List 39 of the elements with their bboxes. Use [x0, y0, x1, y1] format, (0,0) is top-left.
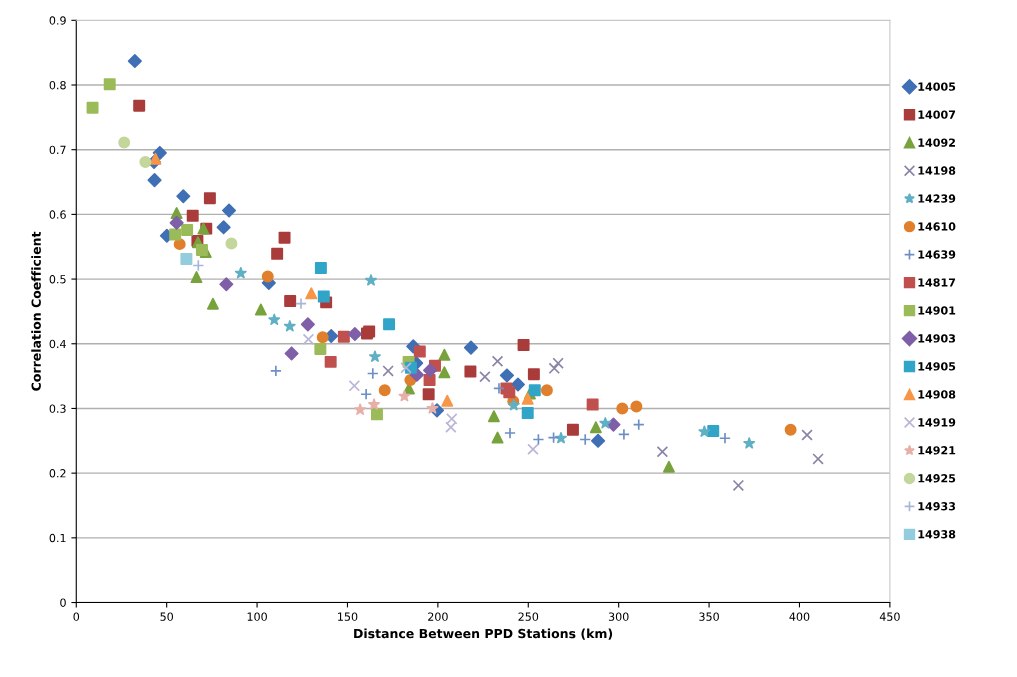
- legend-label: 14639: [918, 250, 956, 259]
- y-tick-label: 0.9: [49, 16, 66, 25]
- y-axis-title: Correlation Coefficient: [31, 231, 41, 391]
- legend-label: 14817: [918, 278, 956, 287]
- x-tick-label: 0: [73, 612, 80, 621]
- legend-label: 14925: [918, 474, 956, 483]
- y-tick-label: 0.8: [49, 80, 66, 90]
- y-tick-label: 0.1: [49, 533, 66, 543]
- x-tick-label: 250: [518, 612, 539, 621]
- legend-label: 14005: [918, 82, 956, 91]
- legend-label: 14903: [918, 334, 956, 343]
- y-tick-label: 0.4: [49, 339, 66, 349]
- legend-label: 14092: [918, 138, 955, 147]
- legend-label: 14239: [918, 194, 956, 203]
- y-tick-label: 0.6: [49, 210, 66, 219]
- x-tick-label: 400: [789, 612, 810, 621]
- y-tick-label: 0.2: [49, 469, 66, 478]
- y-tick-label: 0.5: [49, 275, 66, 284]
- legend-label: 14905: [918, 362, 956, 371]
- legend-label: 14610: [918, 222, 956, 231]
- legend-label: 14198: [918, 166, 956, 175]
- x-tick-label: 100: [247, 612, 267, 621]
- legend-label: 14938: [918, 530, 956, 539]
- y-tick-label: 0: [60, 598, 66, 607]
- legend-label: 14901: [918, 306, 956, 315]
- legend-label: 14919: [918, 418, 956, 427]
- x-tick-label: 350: [699, 612, 719, 621]
- x-axis-title: Distance Between PPD Stations (km): [354, 628, 613, 640]
- legend-label: 14921: [918, 446, 956, 455]
- x-tick-label: 200: [428, 612, 448, 621]
- x-tick-label: 450: [879, 612, 900, 621]
- y-tick-label: 0.3: [49, 404, 66, 413]
- y-tick-label: 0.7: [49, 145, 66, 155]
- legend-label: 14933: [918, 502, 956, 511]
- legend-label: 14007: [918, 110, 956, 119]
- x-tick-label: 300: [608, 612, 629, 621]
- x-tick-label: 50: [160, 612, 174, 621]
- legend-label: 14908: [918, 390, 956, 399]
- x-tick-label: 150: [338, 612, 358, 621]
